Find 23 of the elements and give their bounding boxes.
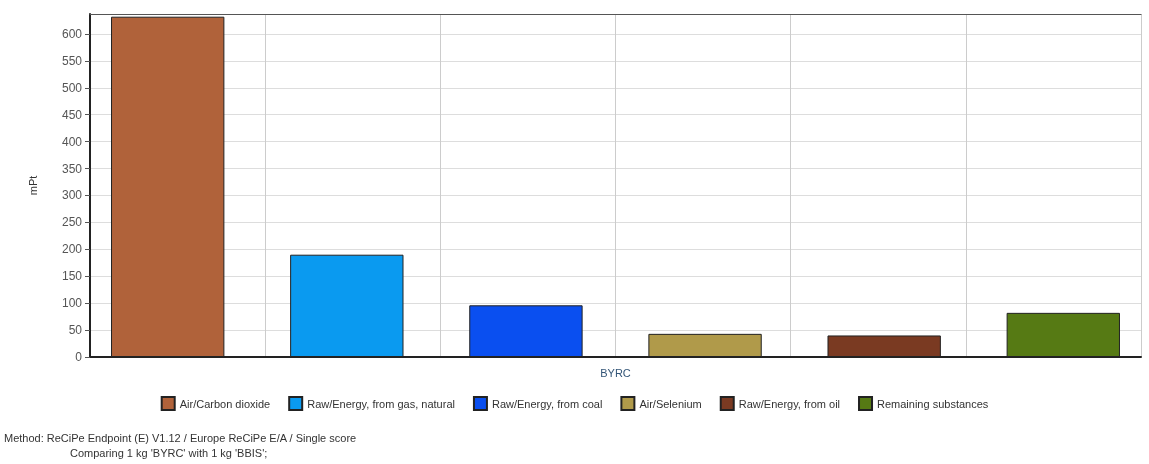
y-tick-label: 100 — [61, 296, 83, 311]
legend-label: Air/Selenium — [639, 397, 702, 410]
legend-label: Raw/Energy, from coal — [491, 397, 603, 410]
y-tick-label: 550 — [61, 53, 83, 68]
y-tick-label: 600 — [61, 26, 83, 41]
y-tick-label: 0 — [75, 350, 83, 364]
legend-label: Air/Carbon dioxide — [179, 397, 271, 410]
y-tick-label: 150 — [61, 269, 83, 284]
y-tick-label: 250 — [61, 215, 83, 230]
legend-label: Remaining substances — [877, 397, 989, 410]
text: Comparing 1 kg 'BYRC' with 1 kg 'BBIS'; — [70, 446, 268, 459]
y-tick-label: 450 — [61, 107, 83, 122]
text: Method: ReCiPe Endpoint (E) V1.12 / Europe ReCiPe E/A / Single score — [4, 431, 357, 444]
y-tick-label: 300 — [61, 188, 83, 203]
y-tick-label: 50 — [68, 323, 83, 338]
y-axis-title: mPt — [26, 175, 39, 196]
y-tick-label: 200 — [61, 242, 83, 257]
y-tick-label: 400 — [61, 134, 83, 149]
x-tick-label: BYRC — [600, 366, 631, 379]
legend-label: Raw/Energy, from gas, natural — [307, 397, 455, 410]
y-tick-label: 500 — [61, 80, 83, 95]
legend-label: Raw/Energy, from oil — [738, 397, 841, 410]
y-tick-label: 350 — [61, 161, 83, 176]
